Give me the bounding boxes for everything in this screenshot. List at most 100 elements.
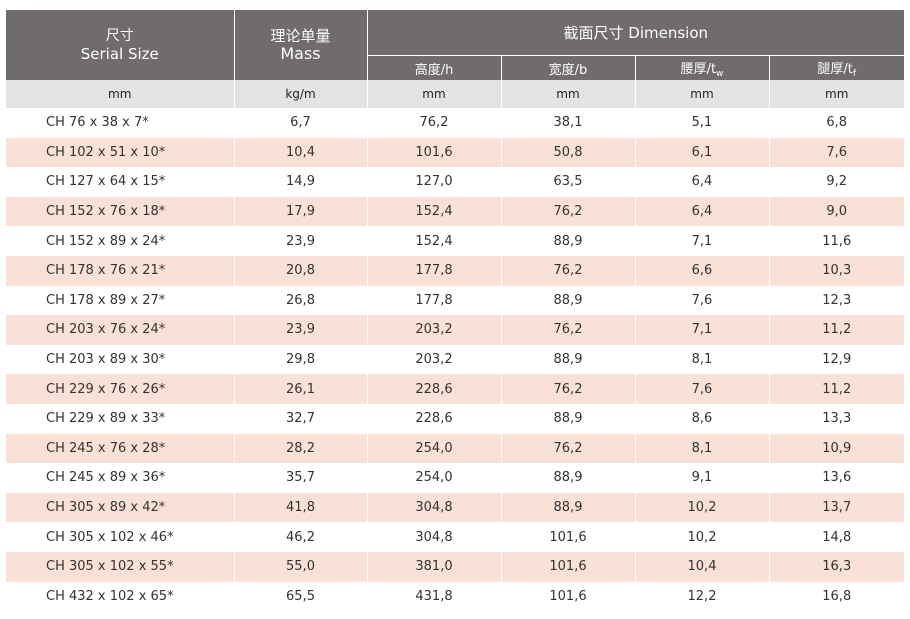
table-row: CH 178 x 89 x 27* 26,8 177,8 88,9 7,6 12,3	[6, 285, 904, 316]
table-row: CH 245 x 76 x 28* 28,2 254,0 76,2 8,1 10,9	[6, 433, 904, 464]
web-thickness-cell: 6,4	[634, 196, 769, 227]
serial-size-cell: CH 305 x 102 x 46*	[6, 522, 234, 552]
height-cell: 177,8	[366, 255, 501, 286]
width-cell: 63,5	[500, 167, 635, 197]
channel-spec-table: 尺寸 Serial Size 理论单量 Mass 截面尺寸 Dimension …	[6, 10, 904, 612]
serial-size-cell: CH 203 x 89 x 30*	[6, 344, 234, 375]
web-thickness-header: 腰厚/tw	[634, 55, 769, 80]
flange-thickness-cell: 9,0	[768, 196, 904, 227]
width-cell: 76,2	[500, 433, 635, 464]
web-thickness-cell: 8,1	[634, 433, 769, 464]
table-row: CH 102 x 51 x 10* 10,4 101,6 50,8 6,1 7,6	[6, 137, 904, 168]
serial-size-cell: CH 305 x 89 x 42*	[6, 492, 234, 523]
table-row: CH 152 x 76 x 18* 17,9 152,4 76,2 6,4 9,0	[6, 196, 904, 227]
height-cell: 228,6	[366, 403, 501, 434]
width-cell: 88,9	[500, 285, 635, 316]
unit-cell: kg/m	[233, 80, 367, 108]
web-thickness-cell: 7,1	[634, 226, 769, 256]
serial-size-cell: CH 178 x 76 x 21*	[6, 255, 234, 286]
mass-cell: 65,5	[233, 581, 367, 612]
table-row: CH 203 x 76 x 24* 23,9 203,2 76,2 7,1 11,2	[6, 315, 904, 345]
mass-cell: 32,7	[233, 403, 367, 434]
flange-thickness-cell: 9,2	[768, 167, 904, 197]
serial-size-zh: 尺寸	[105, 28, 134, 44]
height-cell: 431,8	[366, 581, 501, 612]
mass-cell: 26,8	[233, 285, 367, 316]
mass-cell: 6,7	[233, 108, 367, 138]
height-cell: 254,0	[366, 433, 501, 464]
height-cell: 152,4	[366, 226, 501, 256]
serial-size-cell: CH 127 x 64 x 15*	[6, 167, 234, 197]
height-cell: 127,0	[366, 167, 501, 197]
table-row: CH 229 x 89 x 33* 32,7 228,6 88,9 8,6 13,3	[6, 403, 904, 434]
serial-size-cell: CH 178 x 89 x 27*	[6, 285, 234, 316]
table-row: CH 305 x 89 x 42* 41,8 304,8 88,9 10,2 13,7	[6, 492, 904, 523]
web-thickness-cell: 7,6	[634, 374, 769, 404]
table-row: CH 305 x 102 x 55* 55,0 381,0 101,6 10,4 16,3	[6, 551, 904, 582]
web-thickness-cell: 10,2	[634, 492, 769, 523]
serial-size-cell: CH 229 x 76 x 26*	[6, 374, 234, 404]
flange-thickness-cell: 16,3	[768, 551, 904, 582]
flange-thickness-cell: 13,3	[768, 403, 904, 434]
height-header: 高度/h	[366, 55, 501, 80]
flange-thickness-cell: 7,6	[768, 137, 904, 168]
mass-cell: 46,2	[233, 522, 367, 552]
web-thickness-cell: 10,4	[634, 551, 769, 582]
flange-thickness-header: 腿厚/tf	[768, 55, 904, 80]
table-row: CH 76 x 38 x 7* 6,7 76,2 38,1 5,1 6,8	[6, 108, 904, 138]
web-thickness-cell: 7,6	[634, 285, 769, 316]
width-cell: 76,2	[500, 374, 635, 404]
flange-thickness-cell: 11,2	[768, 315, 904, 345]
dimension-title: 截面尺寸 Dimension	[563, 24, 709, 42]
table-row: CH 178 x 76 x 21* 20,8 177,8 76,2 6,6 10,3	[6, 255, 904, 286]
serial-size-cell: CH 305 x 102 x 55*	[6, 551, 234, 582]
web-thickness-cell: 6,4	[634, 167, 769, 197]
height-cell: 152,4	[366, 196, 501, 227]
web-thickness-sub: w	[716, 68, 724, 79]
height-cell: 203,2	[366, 344, 501, 375]
width-cell: 50,8	[500, 137, 635, 168]
mass-cell: 10,4	[233, 137, 367, 168]
serial-size-cell: CH 102 x 51 x 10*	[6, 137, 234, 168]
height-cell: 304,8	[366, 492, 501, 523]
mass-zh: 理论单量	[270, 27, 331, 45]
flange-thickness-cell: 6,8	[768, 108, 904, 138]
mass-en: Mass	[280, 44, 321, 63]
height-cell: 76,2	[366, 108, 501, 138]
mass-cell: 28,2	[233, 433, 367, 464]
web-thickness-cell: 5,1	[634, 108, 769, 138]
mass-cell: 41,8	[233, 492, 367, 523]
width-cell: 101,6	[500, 522, 635, 552]
units-row: mm kg/m mm mm mm mm	[6, 80, 904, 108]
serial-size-cell: CH 245 x 89 x 36*	[6, 463, 234, 493]
height-cell: 381,0	[366, 551, 501, 582]
serial-size-cell: CH 76 x 38 x 7*	[6, 108, 234, 138]
mass-header: 理论单量 Mass	[233, 10, 367, 80]
mass-cell: 55,0	[233, 551, 367, 582]
flange-thickness-cell: 14,8	[768, 522, 904, 552]
width-cell: 76,2	[500, 315, 635, 345]
mass-cell: 23,9	[233, 226, 367, 256]
dimension-header: 截面尺寸 Dimension	[366, 10, 904, 56]
flange-thickness-cell: 13,6	[768, 463, 904, 493]
width-cell: 76,2	[500, 255, 635, 286]
height-cell: 177,8	[366, 285, 501, 316]
flange-thickness-cell: 11,6	[768, 226, 904, 256]
width-cell: 88,9	[500, 463, 635, 493]
flange-thickness-cell: 11,2	[768, 374, 904, 404]
web-thickness-cell: 9,1	[634, 463, 769, 493]
web-thickness-label: 腰厚/t	[680, 61, 717, 77]
height-cell: 254,0	[366, 463, 501, 493]
flange-thickness-cell: 10,9	[768, 433, 904, 464]
flange-thickness-cell: 16,8	[768, 581, 904, 612]
table-body: CH 76 x 38 x 7* 6,7 76,2 38,1 5,1 6,8 CH 102 x…	[6, 108, 904, 612]
serial-size-cell: CH 432 x 102 x 65*	[6, 581, 234, 612]
web-thickness-cell: 8,6	[634, 403, 769, 434]
table-row: CH 305 x 102 x 46* 46,2 304,8 101,6 10,2 14,8	[6, 522, 904, 552]
width-header: 宽度/b	[500, 55, 635, 80]
serial-size-cell: CH 229 x 89 x 33*	[6, 403, 234, 434]
serial-size-header: 尺寸 Serial Size	[6, 10, 234, 80]
width-cell: 88,9	[500, 226, 635, 256]
mass-cell: 29,8	[233, 344, 367, 375]
width-cell: 88,9	[500, 344, 635, 375]
